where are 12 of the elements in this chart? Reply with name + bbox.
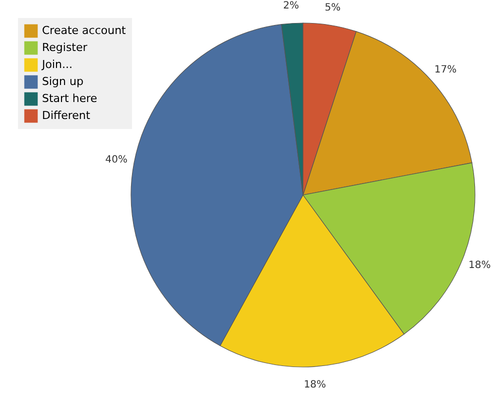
legend-label: Join...	[41, 58, 72, 71]
data-label: 17%	[434, 64, 457, 76]
legend-label: Create account	[42, 24, 127, 37]
data-label: 18%	[468, 260, 491, 271]
data-label: 5%	[324, 2, 341, 14]
legend-label: Different	[42, 109, 91, 122]
legend-label: Sign up	[42, 75, 84, 88]
data-label: 40%	[105, 154, 128, 166]
data-label: 18%	[304, 380, 326, 391]
data-label: 2%	[283, 0, 300, 12]
legend-label: Register	[42, 41, 88, 54]
legend-label: Start here	[42, 92, 98, 105]
